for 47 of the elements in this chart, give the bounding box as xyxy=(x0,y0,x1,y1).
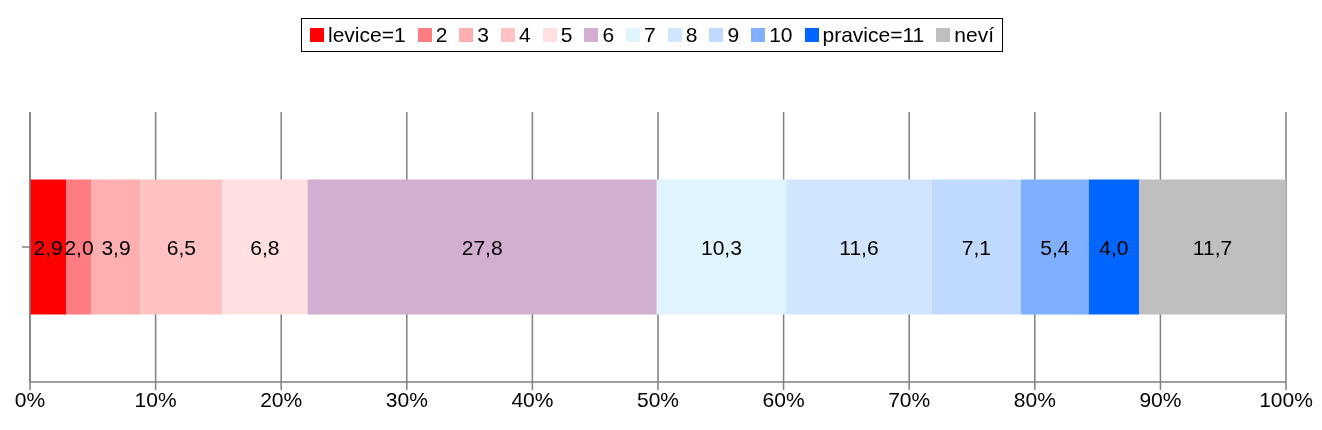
bar xyxy=(1088,179,1140,315)
data-label: 11,7 xyxy=(1192,235,1233,259)
bar xyxy=(656,179,787,315)
legend-label: 2 xyxy=(435,23,448,47)
bar xyxy=(1020,179,1089,315)
legend-label: 8 xyxy=(685,23,698,47)
data-label: 2,9 xyxy=(33,235,63,259)
data-label: 27,8 xyxy=(461,235,503,259)
data-label: 11,6 xyxy=(839,235,879,259)
x-tick-label: 40% xyxy=(511,387,554,411)
legend-label: neví xyxy=(954,23,994,47)
x-tick-label: 100% xyxy=(1259,387,1313,411)
legend-label: 3 xyxy=(477,23,490,47)
data-label: 2,0 xyxy=(64,235,94,259)
x-tick-label: 80% xyxy=(1013,387,1056,411)
legend-label: 6 xyxy=(602,23,615,47)
x-tick-label: 20% xyxy=(260,387,303,411)
bar xyxy=(91,179,141,315)
bar xyxy=(307,179,657,315)
data-label: 4,0 xyxy=(1099,235,1129,259)
legend-label: 4 xyxy=(519,23,531,47)
legend-label: pravice=11 xyxy=(822,23,925,47)
data-label: 6,5 xyxy=(166,235,196,259)
x-tick-label: 30% xyxy=(385,387,428,411)
legend-label: 5 xyxy=(560,23,573,47)
x-tick-label: 70% xyxy=(888,387,931,411)
legend-label: levice=1 xyxy=(328,23,406,47)
bar xyxy=(931,179,1021,315)
bar xyxy=(786,179,932,315)
bar xyxy=(66,179,92,315)
x-tick-label: 10% xyxy=(134,387,177,411)
bar xyxy=(30,179,67,315)
x-tick-label: 90% xyxy=(1139,387,1182,411)
legend-label: 9 xyxy=(727,23,740,47)
data-label: 3,9 xyxy=(101,235,131,259)
x-tick-label: 60% xyxy=(762,387,805,411)
bar xyxy=(140,179,223,315)
legend-label: 7 xyxy=(644,23,656,47)
data-label: 10,3 xyxy=(700,235,742,259)
data-label: 6,8 xyxy=(250,235,280,259)
x-tick-label: 0% xyxy=(14,387,46,411)
bar xyxy=(222,179,308,315)
data-label: 7,1 xyxy=(961,235,991,259)
data-label: 5,4 xyxy=(1040,235,1070,259)
x-tick-label: 50% xyxy=(636,387,680,411)
bar xyxy=(1139,179,1286,315)
legend-label: 10 xyxy=(769,23,793,47)
